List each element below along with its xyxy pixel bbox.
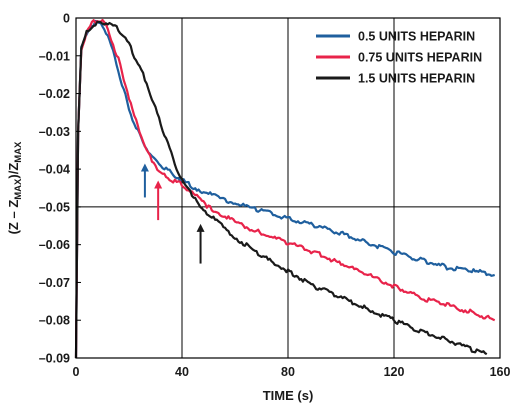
- legend-label-1: 0.5 UNITS HEPARIN: [358, 30, 475, 44]
- annotation-arrows: [140, 163, 205, 264]
- y-tick-label: –0.02: [39, 87, 70, 101]
- y-tick-label: –0.05: [39, 200, 70, 214]
- y-axis-title-sub1: MAX: [13, 178, 24, 200]
- grid-lines: [76, 18, 500, 358]
- legend-label-2: 0.75 UNITS HEPARIN: [358, 51, 482, 65]
- y-axis-title-prefix: (Z – Z: [6, 200, 21, 235]
- y-tick-label: –0.09: [39, 352, 70, 366]
- y-axis-title-middle: )/Z: [6, 163, 21, 179]
- y-tick-label: –0.01: [39, 49, 70, 63]
- legend: 0.5 UNITS HEPARIN 0.75 UNITS HEPARIN 1.5 U…: [316, 30, 482, 86]
- y-axis-title: (Z – ZMAX)/ZMAX: [6, 141, 24, 234]
- y-tick-label: –0.04: [39, 163, 70, 177]
- x-tick-label: 160: [490, 365, 511, 379]
- axis-ticks: 0 –0.01 –0.02 –0.03 –0.04 –0.05 –0.06 –0.07 –0.0…: [39, 12, 511, 380]
- annotation-arrowhead-1: [140, 163, 149, 172]
- annotation-arrowhead-2: [154, 180, 163, 189]
- y-axis-title-sub2: MAX: [13, 141, 24, 163]
- x-tick-label: 120: [384, 365, 405, 379]
- series-line-2: [74, 18, 496, 359]
- annotation-arrowhead-3: [196, 223, 205, 232]
- x-tick-label: 0: [73, 365, 80, 379]
- x-tick-label: 40: [175, 365, 189, 379]
- y-tick-label: –0.03: [39, 125, 70, 139]
- legend-label-3: 1.5 UNITS HEPARIN: [358, 72, 475, 86]
- x-axis-title: TIME (s): [263, 388, 314, 403]
- x-tick-label: 80: [281, 365, 295, 379]
- series-layer: [74, 18, 496, 359]
- y-tick-label: –0.08: [39, 314, 70, 328]
- series-line-3: [74, 20, 488, 359]
- y-tick-label: –0.07: [39, 276, 70, 290]
- y-tick-label: –0.06: [39, 238, 70, 252]
- y-tick-label: 0: [63, 12, 70, 26]
